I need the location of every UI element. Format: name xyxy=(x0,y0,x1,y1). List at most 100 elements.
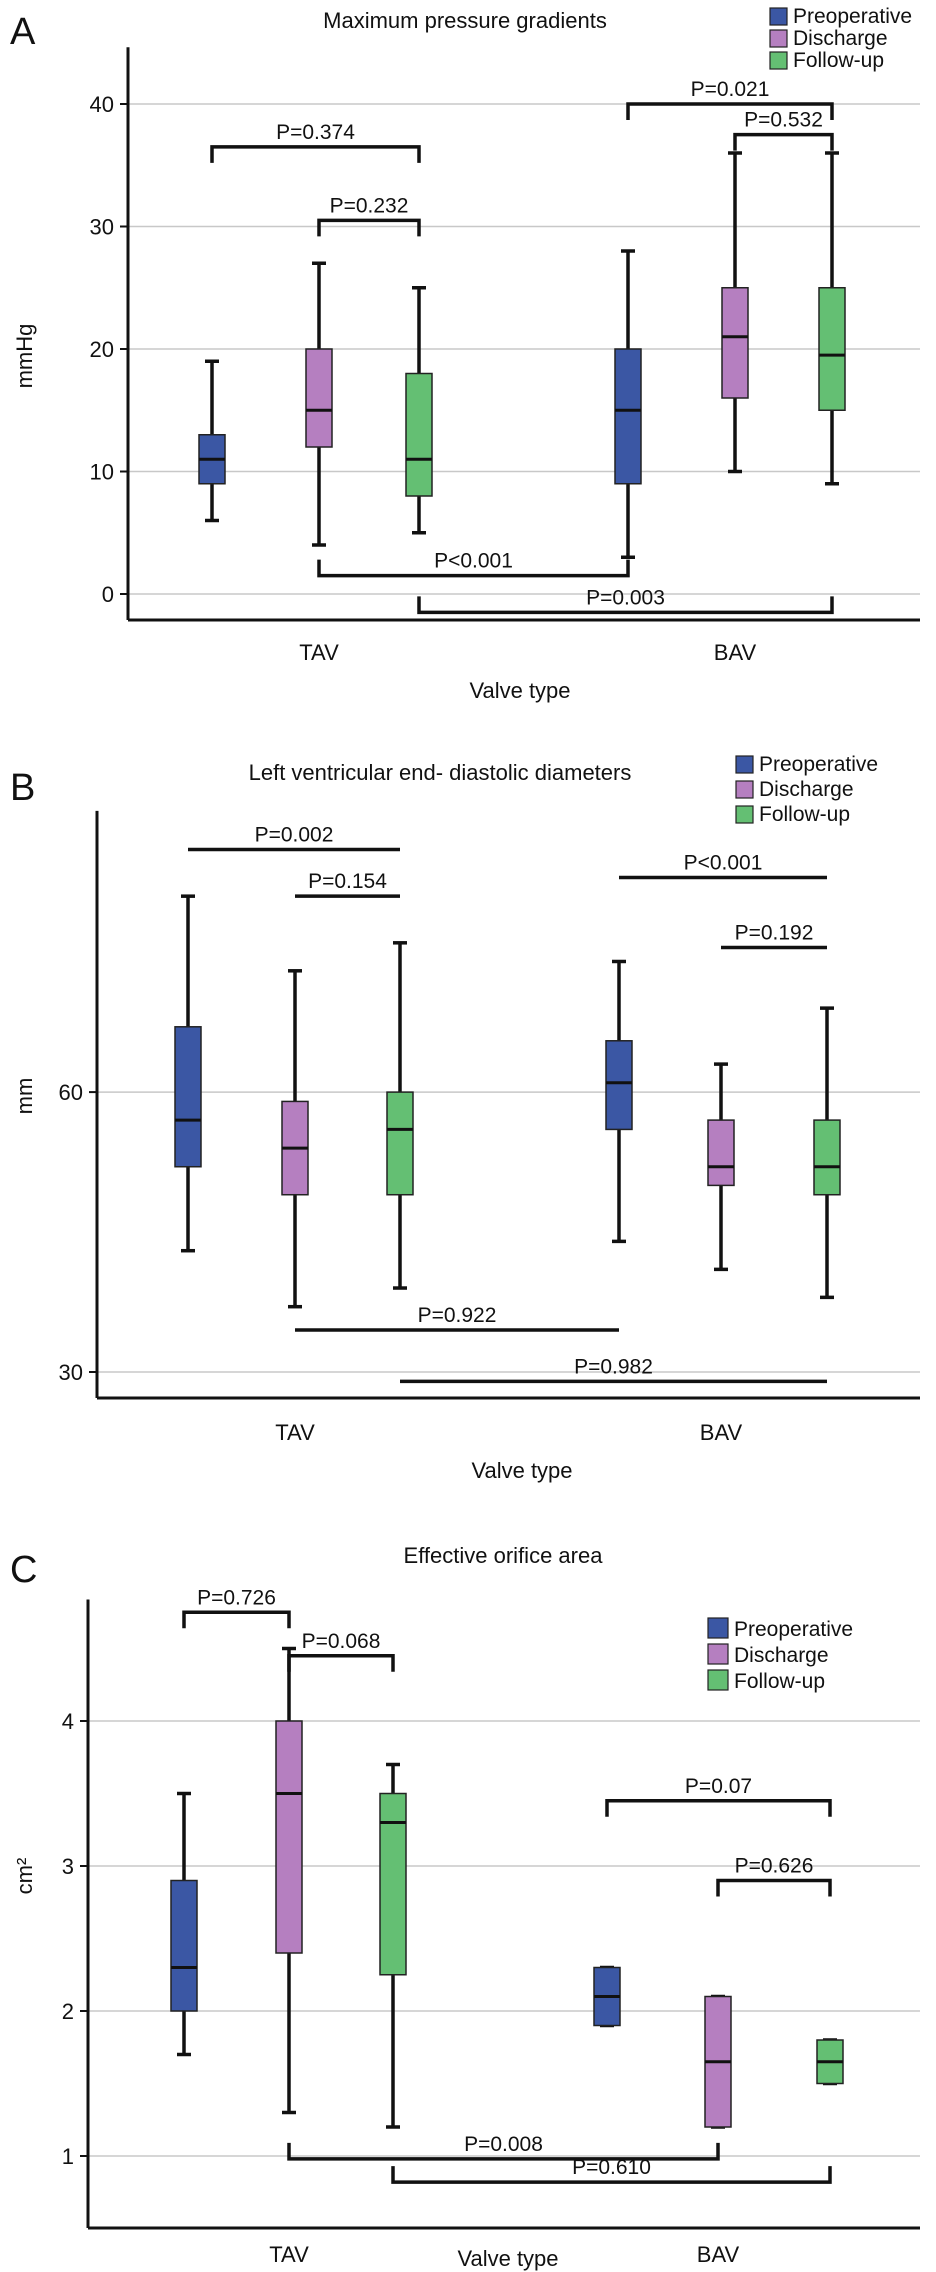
legend-label: Follow-up xyxy=(793,49,884,72)
bracket-line xyxy=(391,2166,832,2184)
box-follow-up-tav xyxy=(379,1762,407,2129)
comparison-bracket: P=0.07 xyxy=(605,1775,832,1817)
legend-swatch xyxy=(769,29,788,48)
comparison-bracket: P=0.154 xyxy=(295,870,400,898)
y-tick-label: 40 xyxy=(90,92,114,117)
y-tick-label: 3 xyxy=(62,1854,74,1879)
panel-letter: A xyxy=(10,11,36,53)
legend-label: Follow-up xyxy=(734,1670,825,1693)
comparison-bracket: P=0.232 xyxy=(317,194,421,237)
p-value-label: P=0.192 xyxy=(735,921,814,944)
box-follow-up-bav xyxy=(816,2038,844,2086)
legend-label: Preoperative xyxy=(734,1618,853,1641)
legend-swatch xyxy=(735,755,754,774)
p-value-label: P=0.07 xyxy=(685,1775,752,1798)
x-axis-label: Valve type xyxy=(471,1458,572,1483)
comparison-bracket: P=0.192 xyxy=(721,921,827,950)
legend-swatch xyxy=(735,805,754,824)
chart-title: Left ventricular end- diastolic diameter… xyxy=(249,760,632,785)
y-axis-label: mmHg xyxy=(12,324,37,389)
legend-swatch xyxy=(735,780,754,799)
chart-title: Maximum pressure gradients xyxy=(323,8,607,33)
y-tick-label: 30 xyxy=(90,215,114,240)
p-value-label: P<0.001 xyxy=(684,852,763,875)
box-body xyxy=(305,348,333,448)
legend-swatch xyxy=(769,7,788,26)
box-preoperative-tav xyxy=(174,894,202,1253)
y-tick-label: 10 xyxy=(90,460,114,485)
legend: Preoperative Discharge Follow-up xyxy=(707,1617,853,1693)
box-follow-up-bav xyxy=(818,151,846,486)
legend-label: Discharge xyxy=(734,1644,829,1667)
box-discharge-bav xyxy=(721,151,749,474)
p-value-label: P=0.002 xyxy=(255,824,334,847)
bracket-line xyxy=(182,1610,291,1629)
comparison-bracket: P=0.008 xyxy=(287,2133,720,2161)
box-body xyxy=(721,287,749,399)
p-value-label: P=0.021 xyxy=(691,78,770,101)
box-follow-up-tav xyxy=(386,941,414,1290)
legend-swatch xyxy=(769,51,788,70)
chart-panel-b: B Left ventricular end- diastolic diamete… xyxy=(10,753,920,1483)
comparison-bracket: P=0.982 xyxy=(400,1355,827,1384)
box-body xyxy=(386,1091,414,1196)
panel-letter: B xyxy=(10,767,35,809)
box-preoperative-tav xyxy=(170,1791,198,2057)
y-tick-label: 30 xyxy=(59,1360,83,1385)
box-body xyxy=(707,1119,735,1187)
legend-label: Discharge xyxy=(793,27,888,50)
box-discharge-tav xyxy=(275,1646,303,2115)
box-discharge-tav xyxy=(305,261,333,547)
box-body xyxy=(614,348,642,485)
x-axis-label: Valve type xyxy=(469,678,570,703)
y-tick-label: 0 xyxy=(102,582,114,607)
p-value-label: P=0.610 xyxy=(572,2156,651,2179)
bracket-line xyxy=(417,596,834,615)
y-tick-label: 1 xyxy=(62,2144,74,2169)
category-label: BAV xyxy=(697,2242,740,2267)
p-value-label: P<0.001 xyxy=(434,550,513,573)
box-follow-up-bav xyxy=(813,1006,841,1300)
box-body xyxy=(405,372,433,497)
comparison-bracket: P=0.922 xyxy=(295,1304,619,1332)
y-tick-label: 60 xyxy=(59,1080,83,1105)
p-value-label: P=0.922 xyxy=(418,1304,497,1327)
legend-label: Preoperative xyxy=(793,5,912,28)
box-preoperative-tav xyxy=(198,359,226,523)
bracket-line xyxy=(210,145,421,163)
p-value-label: P=0.982 xyxy=(574,1355,653,1378)
box-discharge-bav xyxy=(707,1062,735,1272)
comparison-bracket: P=0.374 xyxy=(210,121,421,163)
box-body xyxy=(379,1792,407,1976)
x-axis-label: Valve type xyxy=(457,2246,558,2271)
bracket-line xyxy=(317,559,630,578)
comparison-bracket: P=0.003 xyxy=(417,586,834,615)
comparison-bracket: P=0.002 xyxy=(188,824,400,852)
box-preoperative-bav xyxy=(614,249,642,559)
box-discharge-tav xyxy=(281,969,309,1309)
box-preoperative-bav xyxy=(593,1965,621,2028)
legend-swatch xyxy=(707,1669,729,1691)
legend-swatch xyxy=(707,1617,729,1639)
comparison-bracket: P=0.626 xyxy=(716,1855,832,1897)
chart-title: Effective orifice area xyxy=(404,1543,604,1568)
p-value-label: P=0.003 xyxy=(586,586,665,609)
p-value-label: P=0.374 xyxy=(276,121,355,144)
legend-label: Preoperative xyxy=(759,753,878,776)
bracket-line xyxy=(605,1799,832,1817)
comparison-bracket: P=0.068 xyxy=(287,1630,395,1672)
category-label: BAV xyxy=(700,1420,743,1445)
box-body xyxy=(174,1026,202,1168)
legend-label: Follow-up xyxy=(759,803,850,826)
y-tick-label: 4 xyxy=(62,1709,74,1734)
y-axis-label: mm xyxy=(12,1078,37,1115)
bracket-line xyxy=(716,1878,832,1897)
bracket-line xyxy=(287,2142,720,2161)
category-label: TAV xyxy=(275,1420,315,1445)
box-body xyxy=(813,1119,841,1196)
bracket-line xyxy=(733,132,834,151)
p-value-label: P=0.008 xyxy=(464,2133,543,2156)
category-label: BAV xyxy=(714,640,757,665)
